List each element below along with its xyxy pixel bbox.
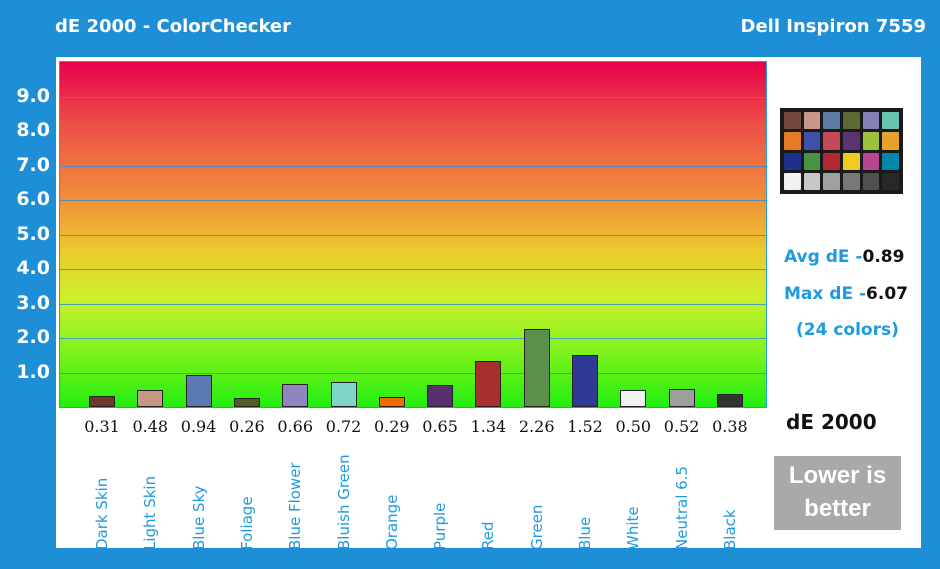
value-label: 0.26: [229, 417, 265, 436]
avg-de-value: 0.89: [862, 247, 905, 267]
gridline: [60, 338, 766, 339]
lower-is-better-badge: Lower is better: [774, 456, 901, 530]
y-tick-label: 8.0: [16, 119, 50, 141]
max-de-label: Max dE -: [784, 284, 867, 304]
colorchecker-image: [780, 108, 903, 194]
value-label: 0.52: [663, 417, 700, 436]
gridline: [60, 303, 766, 305]
category-label: Blue Sky: [189, 485, 208, 550]
gridline: [60, 372, 766, 374]
bar-blue: [572, 354, 598, 407]
gridline: [60, 200, 766, 201]
bar-blue-flower: [282, 384, 309, 407]
value-label: 0.38: [712, 417, 748, 436]
avg-de-label: Avg dE -: [784, 247, 863, 267]
bar-light-skin: [137, 390, 164, 407]
category-label: White: [624, 506, 643, 550]
bar-blue-sky: [185, 374, 212, 407]
value-label: 0.29: [373, 417, 410, 436]
colors-count: (24 colors): [796, 320, 899, 340]
category-label: Green: [527, 504, 546, 550]
bar-green: [523, 329, 550, 407]
bar-neutral-6-5: [668, 389, 695, 407]
checker-swatch: [882, 132, 899, 150]
checker-swatch: [842, 132, 860, 150]
category-label: Blue Flower: [286, 462, 305, 550]
checker-swatch: [823, 172, 840, 190]
y-tick-label: 1.0: [16, 360, 50, 383]
category-label: Light Skin: [141, 475, 160, 550]
bar-black: [716, 393, 743, 407]
checker-swatch: [882, 112, 899, 130]
checker-swatch: [823, 112, 840, 130]
checker-swatch: [803, 132, 821, 150]
category-label: Black: [720, 509, 739, 550]
checker-swatch: [823, 132, 840, 150]
max-de-value: 6.07: [866, 284, 908, 304]
bar-bluish-green: [330, 382, 357, 407]
value-label: 0.66: [277, 417, 313, 436]
chart-title: dE 2000 - ColorChecker: [55, 16, 292, 37]
checker-swatch: [803, 112, 821, 130]
checker-swatch: [823, 152, 840, 170]
max-de-stat: Max dE -6.07: [784, 284, 908, 304]
gridline: [60, 96, 766, 98]
checker-swatch: [842, 152, 860, 170]
plot-area: [59, 61, 767, 408]
y-tick-label: 6.0: [16, 188, 50, 210]
checker-swatch: [862, 172, 880, 190]
value-label: 0.48: [132, 417, 169, 436]
checker-swatch: [784, 172, 801, 190]
checker-swatch: [882, 152, 899, 170]
avg-de-stat: Avg dE -0.89: [784, 247, 904, 267]
value-label: 0.50: [615, 417, 652, 436]
value-label: 0.94: [180, 417, 217, 436]
checker-swatch: [842, 112, 860, 130]
y-tick-label: 7.0: [16, 153, 50, 176]
device-name: Dell Inspiron 7559: [740, 16, 926, 37]
category-label: Dark Skin: [93, 477, 111, 550]
category-label: Bluish Green: [334, 454, 353, 550]
value-label: 0.31: [84, 417, 120, 436]
bar-red: [475, 360, 502, 407]
value-label: 0.72: [325, 417, 362, 436]
y-tick-label: 9.0: [16, 84, 50, 107]
category-label: Blue: [576, 516, 594, 550]
y-tick-label: 3.0: [16, 291, 50, 314]
value-label: 2.26: [518, 417, 555, 436]
gridline: [60, 165, 766, 167]
category-label: Red: [479, 521, 498, 551]
checker-swatch: [784, 152, 801, 170]
bar-purple: [427, 384, 454, 407]
checker-swatch: [862, 152, 880, 170]
checker-swatch: [842, 172, 860, 190]
checker-swatch: [862, 112, 880, 130]
checker-swatch: [803, 172, 821, 190]
gridline: [60, 234, 766, 236]
y-tick-label: 5.0: [16, 222, 50, 245]
gridline: [60, 131, 766, 132]
unit-label: dE 2000: [786, 410, 877, 434]
checker-swatch: [803, 152, 821, 170]
gridline: [60, 269, 766, 270]
bar-orange: [378, 396, 405, 407]
checker-swatch: [784, 112, 801, 130]
category-label: Orange: [382, 494, 401, 550]
bar-white: [620, 389, 647, 407]
bar-foliage: [233, 398, 260, 407]
value-label: 1.52: [567, 417, 603, 436]
checker-swatch: [862, 132, 880, 150]
category-label: Foliage: [237, 496, 256, 550]
category-label: Purple: [431, 502, 450, 550]
bar-dark-skin: [89, 396, 115, 407]
checker-swatch: [784, 132, 801, 150]
y-tick-label: 2.0: [16, 326, 50, 348]
category-label: Neutral 6.5: [672, 466, 691, 550]
value-label: 1.34: [470, 417, 507, 436]
value-label: 0.65: [422, 417, 458, 436]
checker-swatch: [882, 172, 899, 190]
y-tick-label: 4.0: [16, 257, 50, 279]
